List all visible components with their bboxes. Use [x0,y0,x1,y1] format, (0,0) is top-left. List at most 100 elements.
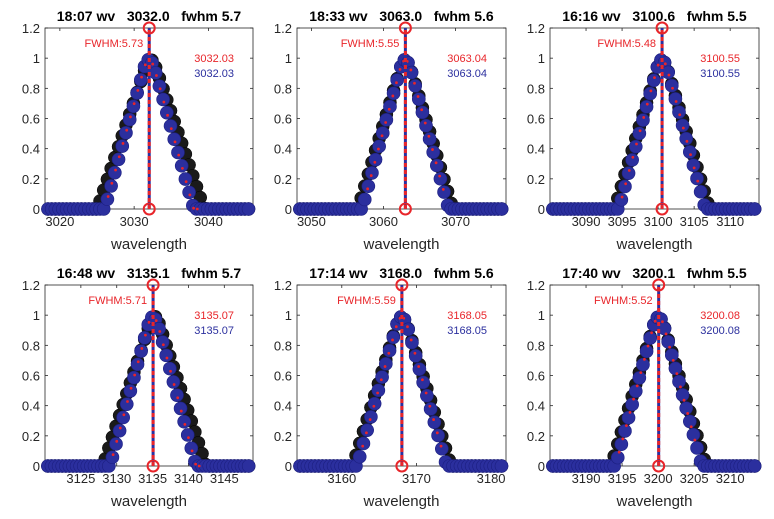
model-point [685,139,689,143]
fit-point [166,375,181,389]
fit-point [130,86,144,100]
blue-center-annotation: 3063.04 [447,68,487,80]
y-tick-label: 0.2 [22,172,40,187]
fit-point [170,388,184,402]
red-center-annotation: 3032.03 [194,53,234,65]
fit-point [404,65,419,80]
model-point [420,108,424,112]
fit-point [661,335,675,349]
fit-point [625,153,639,167]
fit-point [618,179,632,194]
x-axis-label: wavelength [616,493,693,510]
y-tick-label: 0.6 [274,112,292,127]
x-tick-label: 3105 [680,214,709,229]
model-point [391,338,394,342]
x-tick-label: 3200 [644,471,673,486]
fit-point [180,428,195,442]
model-point [117,155,121,159]
x-axis-label: wavelength [363,236,440,253]
red-center-annotation: 3063.04 [447,53,487,65]
fit-point [155,335,170,349]
model-point [173,140,177,144]
peak-marker-top [142,21,156,35]
fit-point [621,166,636,180]
model-point [169,127,173,130]
model-point [656,63,660,67]
fit-point [420,388,434,403]
x-tick-label: 3020 [45,214,74,229]
model-point [653,76,656,80]
fit-point [156,92,170,107]
y-tick-label: 0 [285,459,292,474]
model-point [409,68,413,72]
fit-point [184,441,199,456]
model-point [617,450,621,454]
model-point [187,436,190,440]
blue-center-annotation: 3032.03 [194,68,234,80]
red-center-annotation: 3135.07 [194,310,234,322]
model-point [106,195,110,198]
fit-point [747,459,762,473]
fit-point [174,158,189,173]
fit-point [643,86,657,101]
model-point [162,100,166,104]
x-tick-label: 3190 [572,471,601,486]
fit-point [639,100,654,114]
fit-point [427,415,442,430]
fit-point [679,131,694,146]
y-tick-label: 1 [285,308,292,323]
model-point [439,444,443,448]
model-point [671,86,674,90]
model-point [432,418,435,421]
fit-point [386,86,401,101]
fit-point [108,165,122,180]
x-tick-label: 3135 [138,471,167,486]
y-tick-label: 1.2 [22,278,40,293]
model-point [166,113,169,117]
x-tick-label: 3060 [369,214,398,229]
model-point [689,153,692,157]
chart-panel-1: 0 0.2 0.4 0.6 0.8 1 1.2 3020 3030 3040 18:07 wv 30… [22,8,256,253]
peak-marker-top [146,278,160,292]
model-point [646,344,650,348]
y-tick-label: 0.4 [22,399,40,414]
y-tick-label: 0.6 [22,369,40,384]
fit-point [379,357,393,371]
y-tick-label: 0 [285,202,292,217]
fit-point [664,78,679,93]
model-point [441,187,445,191]
model-point [133,373,137,377]
x-tick-label: 3195 [608,471,637,486]
fit-point [632,371,647,385]
model-point [627,169,631,172]
blue-center-annotation: 3168.05 [447,325,487,337]
model-point [183,422,187,426]
fit-point [412,362,427,376]
fit-point [371,383,386,398]
fit-point [119,126,133,140]
peak-marker-bottom [652,459,666,473]
model-point [438,174,442,178]
model-point [423,121,427,125]
model-point [177,153,181,157]
fit-point [163,361,177,376]
model-point [144,333,147,337]
model-point [384,121,388,124]
fit-point [672,374,686,389]
chart-title: 16:16 wv 3100.6 fwhm 5.5 [562,8,747,24]
y-tick-label: 0.8 [527,338,545,353]
fit-point [382,343,397,358]
fwhm-annotation: FWHM:5.59 [337,295,396,307]
model-point [366,187,370,191]
model-point [398,68,402,71]
fit-point [178,172,193,186]
model-point [413,351,417,355]
y-tick-label: 0.2 [22,429,40,444]
peak-marker-top [652,278,666,292]
model-point [421,378,424,382]
x-tick-label: 3030 [120,214,149,229]
model-point [675,372,679,376]
model-point [696,179,700,183]
y-tick-label: 0.4 [527,142,545,157]
model-point [391,94,395,98]
